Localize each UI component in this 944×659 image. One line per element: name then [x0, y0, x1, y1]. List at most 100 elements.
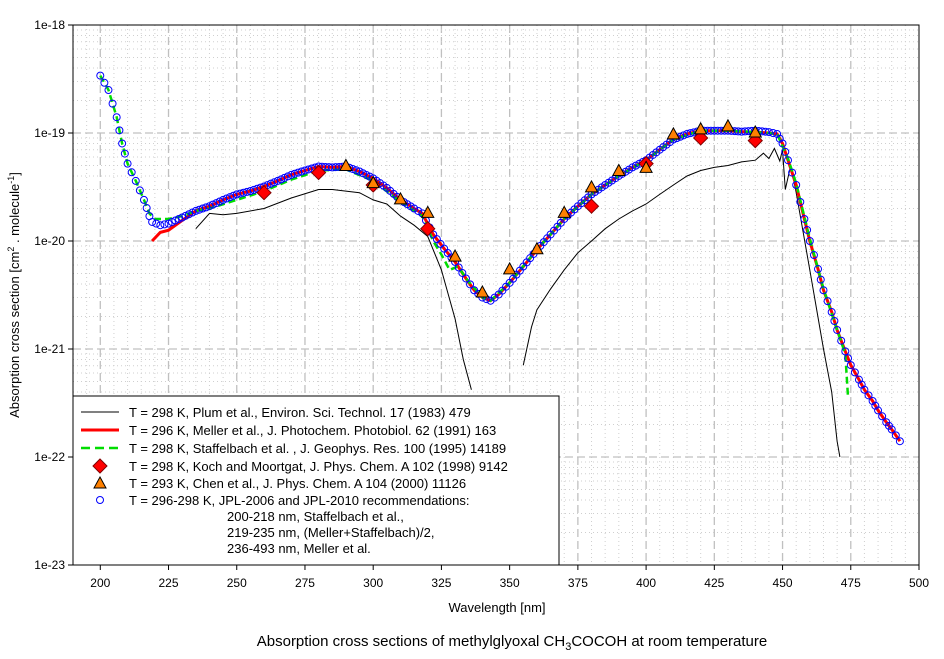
jpl-point — [156, 221, 165, 230]
legend-label-jpl: T = 296-298 K, JPL-2006 and JPL-2010 rec… — [129, 493, 470, 508]
jpl-point — [850, 368, 859, 377]
jpl-point — [135, 186, 144, 195]
jpl-point — [118, 139, 127, 148]
x-axis: 200 225 250 275 300 325 350 375 400 425 450 475 500 — [90, 565, 929, 590]
x-tick-label: 350 — [500, 576, 520, 590]
legend-note-3: 236-493 nm, Meller et al. — [227, 541, 371, 556]
y-tick-label: 1e-19 — [34, 126, 65, 140]
jpl-point — [837, 336, 846, 345]
jpl-point — [142, 204, 151, 213]
staffelbach-line — [99, 74, 850, 397]
jpl-point — [895, 437, 904, 446]
legend-box — [72, 395, 560, 566]
jpl-point — [887, 425, 896, 434]
jpl-point — [764, 128, 773, 137]
legend-label-chen: T = 293 K, Chen et al., J. Phys. Chem. A… — [129, 476, 466, 491]
jpl-point — [160, 220, 169, 229]
jpl-point — [414, 206, 423, 215]
jpl-point — [219, 195, 228, 204]
chen-point — [420, 205, 435, 218]
jpl-point — [120, 149, 129, 158]
jpl-point — [195, 205, 204, 214]
chen-point — [639, 160, 653, 173]
koch-point — [256, 184, 272, 201]
y-tick-label: 1e-18 — [34, 18, 65, 32]
jpl-point — [784, 156, 793, 165]
x-tick-label: 200 — [90, 576, 110, 590]
x-tick-label: 225 — [159, 576, 179, 590]
jpl-point — [775, 134, 784, 143]
jpl-point — [788, 168, 797, 177]
jpl-point — [796, 197, 805, 206]
legend-label-koch: T = 298 K, Koch and Moortgat, J. Phys. C… — [129, 459, 508, 474]
jpl-point — [864, 391, 873, 400]
x-tick-label: 400 — [636, 576, 656, 590]
y-tick-label: 1e-23 — [34, 558, 65, 572]
jpl-point — [131, 176, 140, 185]
chen-point — [366, 175, 381, 189]
legend-note-1: 200-218 nm, Staffelbach et al., — [227, 509, 404, 524]
legend-label-meller: T = 296 K, Meller et al., J. Photochem. … — [129, 423, 496, 438]
jpl-point — [841, 347, 850, 356]
jpl-point — [854, 375, 863, 384]
y-tick-label: 1e-22 — [34, 450, 65, 464]
jpl-point — [96, 71, 105, 80]
jpl-point — [222, 194, 231, 203]
jpl-point — [803, 225, 812, 234]
x-tick-label: 425 — [704, 576, 724, 590]
jpl-point — [823, 297, 832, 306]
x-tick-label: 325 — [431, 576, 451, 590]
jpl-point — [115, 126, 124, 135]
jpl-point — [809, 251, 818, 260]
jpl-point — [778, 139, 787, 148]
chart-title: Absorption cross sections of methylglyox… — [257, 633, 768, 653]
jpl-point — [871, 401, 880, 410]
legend-diamond-koch — [92, 458, 108, 474]
jpl-point — [225, 193, 234, 202]
plot-area — [96, 71, 904, 458]
chen-point — [475, 284, 490, 298]
jpl-point — [833, 325, 842, 334]
jpl-point — [860, 385, 869, 394]
legend-triangle-chen — [93, 475, 107, 489]
jpl-point — [874, 406, 883, 415]
y-axis-title: Absorption cross section [cm2 . molecule… — [6, 172, 22, 418]
y-tick-label: 1e-21 — [34, 342, 65, 356]
chen-point — [339, 158, 353, 171]
plum-line — [522, 147, 841, 458]
chen-point — [721, 118, 735, 132]
jpl-point — [768, 129, 777, 138]
jpl-point — [878, 412, 887, 421]
koch-point — [692, 130, 709, 146]
jpl-point — [805, 237, 814, 245]
jpl-point — [198, 204, 207, 213]
jpl-point — [827, 308, 836, 317]
jpl-point — [868, 397, 877, 406]
jpl-point — [139, 195, 148, 204]
jpl-point — [891, 431, 900, 440]
y-tick-label: 1e-20 — [34, 234, 65, 248]
chen-point — [611, 163, 626, 177]
jpl-point — [104, 86, 113, 95]
chen-point — [584, 179, 599, 193]
jpl-point — [108, 99, 117, 108]
jpl-point — [816, 275, 825, 284]
koch-point — [310, 164, 327, 181]
jpl-point — [410, 204, 419, 213]
jpl-point — [458, 268, 467, 277]
jpl-point — [112, 113, 121, 122]
jpl-point — [461, 274, 470, 283]
jpl-point — [761, 127, 770, 136]
x-tick-label: 375 — [568, 576, 588, 590]
legend: T = 298 K, Plum et al., Environ. Sci. Te… — [72, 395, 560, 566]
jpl-point — [846, 361, 855, 370]
chen-point — [502, 261, 517, 275]
x-tick-label: 475 — [841, 576, 861, 590]
jpl-point — [246, 187, 255, 196]
legend-note-2: 219-235 nm, (Meller+Staffelbach)/2, — [227, 525, 435, 540]
jpl-point — [454, 263, 463, 272]
chen-point — [748, 124, 763, 138]
x-tick-label: 275 — [295, 576, 315, 590]
legend-circle-jpl — [96, 496, 104, 504]
